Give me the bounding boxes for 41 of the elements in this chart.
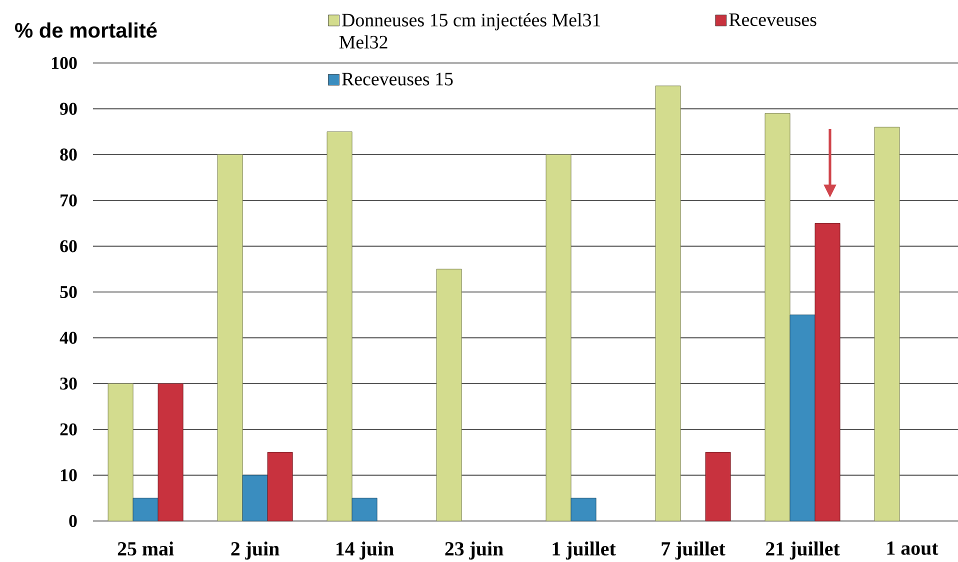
bar xyxy=(705,452,731,522)
bar xyxy=(217,154,243,522)
bar xyxy=(655,86,681,522)
x-tick-label: 1 aout xyxy=(887,542,938,555)
bar xyxy=(352,498,378,522)
y-tick-label: 80 xyxy=(60,148,77,161)
bar xyxy=(158,383,184,522)
bar xyxy=(132,498,158,522)
bar xyxy=(790,314,816,522)
y-tick-label: 0 xyxy=(69,514,77,528)
y-tick-label: 40 xyxy=(60,332,77,344)
x-tick-label: 7 juillet xyxy=(662,542,726,560)
bar xyxy=(814,223,840,522)
legend-label: Receveuses 15 xyxy=(342,72,453,86)
bar xyxy=(267,452,293,522)
bar xyxy=(764,113,790,522)
x-tick-label: 25 mai xyxy=(118,542,174,556)
x-tick-label: 2 juin xyxy=(231,542,280,560)
bar xyxy=(108,383,134,522)
y-tick-label: 90 xyxy=(60,102,77,115)
x-tick-label: 21 juillet xyxy=(766,542,840,560)
x-tick-label: 23 juin xyxy=(445,542,504,560)
y-tick-label: 50 xyxy=(60,286,77,298)
y-axis-title: % de mortalité xyxy=(15,22,157,38)
bar xyxy=(546,154,572,522)
y-tick-label: 70 xyxy=(60,194,77,206)
y-tick-label: 100 xyxy=(52,56,77,70)
y-tick-label: 10 xyxy=(60,469,77,482)
bar xyxy=(326,131,352,522)
y-tick-label: 60 xyxy=(60,240,77,252)
bar xyxy=(436,268,462,522)
text: Mel32 xyxy=(339,35,388,49)
bar xyxy=(874,126,900,522)
legend-label: Donneuses 15 cm injectées Mel31 xyxy=(342,13,600,30)
bar xyxy=(570,498,596,522)
y-tick-label: 20 xyxy=(60,423,77,436)
x-tick-label: 14 juin xyxy=(336,542,394,560)
x-tick-label: 1 juillet xyxy=(552,542,616,560)
legend-label: Receveuses xyxy=(729,14,816,26)
y-tick-label: 30 xyxy=(60,378,77,390)
bar xyxy=(242,474,268,522)
